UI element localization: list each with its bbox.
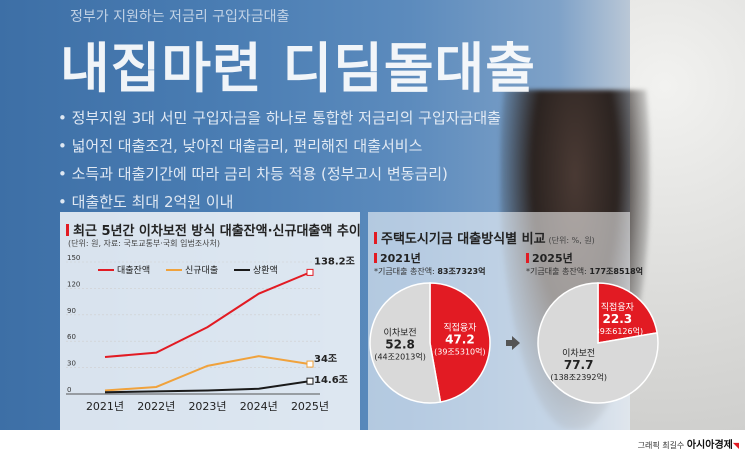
x-tick-label: 2021년 <box>86 400 124 413</box>
y-tick-label: 90 <box>67 307 76 315</box>
pie-slice <box>429 282 491 403</box>
y-tick-label: 120 <box>67 280 80 288</box>
pie-slice <box>537 282 659 404</box>
slice-value-label: 77.7 <box>564 358 594 372</box>
pie-right-total-label: *기금대출 총잔액: <box>526 267 587 276</box>
slice-value-label: 52.8 <box>385 338 415 352</box>
slice-name-label: 이차보전 <box>562 347 595 359</box>
x-tick-label: 2024년 <box>240 400 278 413</box>
pie-right-total-value: 177조8518억 <box>589 267 643 276</box>
end-marker <box>306 360 314 368</box>
y-tick-label: 60 <box>67 333 76 341</box>
credit: 그래픽 최길수 아시아경제◥ <box>638 436 739 451</box>
line-chart-source: (단위: 원, 자료: 국토교통부·국회 입법조사처) <box>68 239 221 248</box>
pie-slice <box>369 282 442 404</box>
pie-section-unit: (단위: %, 원) <box>548 236 595 245</box>
pie-left-total-value: 83조7323억 <box>437 267 486 276</box>
credit-brand: 아시아경제 <box>686 440 733 451</box>
end-marker <box>306 377 314 385</box>
x-tick-label: 2023년 <box>188 400 226 413</box>
pie-slice <box>597 282 659 344</box>
slice-amount-label: (39조6126억) <box>592 326 644 336</box>
arrow-icon <box>506 336 520 350</box>
poster-lines: 정부지원 3대 서민 구입자금을 하나로 통합한 저금리의 구입자금대출 넓어진… <box>58 104 501 216</box>
pie-left-total-label: *기금대출 총잔액: <box>374 267 435 276</box>
y-tick-label: 0 <box>67 386 71 394</box>
poster-top-text: 정부가 지원하는 저금리 구입자금대출 <box>70 9 290 25</box>
slice-name-label: 직접융자 <box>443 321 477 333</box>
legend-label: 상환액 <box>253 264 278 276</box>
pie-left-total: *기금대출 총잔액: 83조7323억 <box>374 266 485 277</box>
poster-line: 넓어진 대출조건, 낮아진 대출금리, 편리해진 대출서비스 <box>58 132 501 160</box>
pie-left-year: 2021년 <box>374 250 421 266</box>
poster-title: 내집마련 디딤돌대출 <box>60 37 536 100</box>
slice-name-label: 이차보전 <box>384 327 417 339</box>
series-line <box>104 271 311 359</box>
poster-line: 소득과 대출기간에 따라 금리 차등 적용 (정부고시 변동금리) <box>58 160 501 188</box>
y-tick-label: 150 <box>67 254 80 262</box>
credit-prefix: 그래픽 최길수 <box>637 441 685 450</box>
data-label: 14.6조 <box>314 374 348 386</box>
legend-label: 신규대출 <box>185 265 218 276</box>
poster-line: 정부지원 3대 서민 구입자금을 하나로 통합한 저금리의 구입자금대출 <box>58 104 501 132</box>
slice-amount-label: (138조2392억) <box>550 372 607 382</box>
slice-value-label: 22.3 <box>603 312 633 326</box>
y-tick-label: 30 <box>67 360 76 368</box>
legend-label: 대출잔액 <box>117 264 150 276</box>
end-marker <box>306 268 314 276</box>
slice-name-label: 직접융자 <box>601 301 635 313</box>
pie-section-title: 주택도시기금 대출방식별 비교 (단위: %, 원) <box>374 228 595 247</box>
x-tick-label: 2025년 <box>291 400 329 413</box>
pie-right-total: *기금대출 총잔액: 177조8518억 <box>526 266 643 277</box>
series-line <box>104 380 311 394</box>
slice-value-label: 47.2 <box>445 332 475 346</box>
brand-mark-icon: ◥ <box>732 441 739 450</box>
data-label: 34조 <box>314 353 337 365</box>
series-line <box>104 355 311 392</box>
line-chart-title: 최근 5년간 이차보전 방식 대출잔액·신규대출액 추이 <box>66 220 361 239</box>
slice-amount-label: (39조5310억) <box>434 346 486 356</box>
data-label: 138.2조 <box>314 255 355 267</box>
pie-right-year: 2025년 <box>526 250 573 266</box>
x-tick-label: 2022년 <box>137 400 175 413</box>
slice-amount-label: (44조2013억) <box>374 352 426 362</box>
pie-section-title-text: 주택도시기금 대출방식별 비교 <box>381 232 546 247</box>
poster-line: 대출한도 최대 2억원 이내 <box>58 188 501 216</box>
